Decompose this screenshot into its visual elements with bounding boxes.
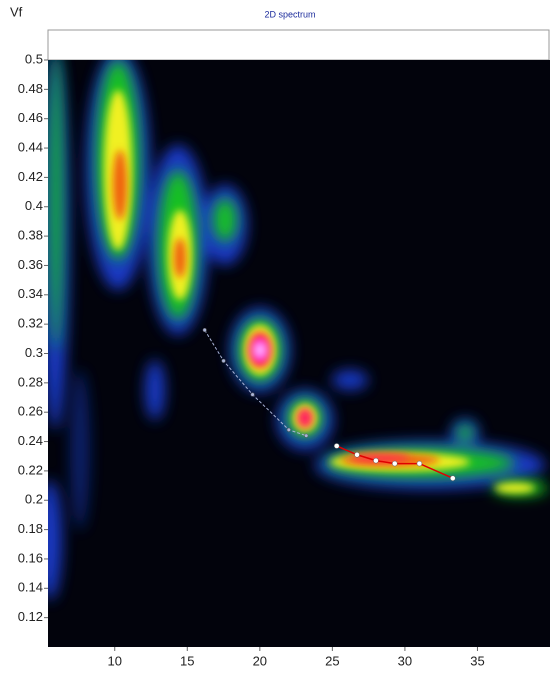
chart-title: 2D spectrum [264, 9, 315, 19]
pick-point [250, 392, 255, 397]
y-axis-label: Vf [10, 4, 23, 19]
y-tick-label: 0.2 [25, 492, 43, 507]
pick-line [336, 445, 454, 479]
pick-point [202, 327, 207, 333]
pick-point [373, 457, 379, 464]
y-tick-label: 0.5 [25, 51, 43, 66]
x-tick-label: 35 [470, 653, 484, 668]
pick-point [354, 452, 360, 458]
y-tick-label: 0.4 [25, 198, 43, 213]
y-tick-label: 0.14 [18, 580, 43, 595]
y-tick-label: 0.36 [18, 257, 43, 272]
pick-point [450, 475, 456, 481]
pick-point [221, 358, 226, 363]
y-tick-label: 0.18 [18, 521, 43, 536]
y-tick-label: 0.28 [18, 374, 43, 389]
x-tick-label: 25 [325, 653, 339, 668]
pick-point [286, 427, 291, 432]
x-tick-label: 20 [253, 653, 267, 668]
y-tick-label: 0.12 [18, 609, 43, 624]
y-tick-label: 0.16 [18, 550, 43, 565]
y-tick-label: 0.24 [18, 433, 43, 448]
y-tick-label: 0.42 [18, 169, 43, 184]
pick-point [304, 433, 309, 438]
y-tick-label: 0.34 [18, 286, 43, 301]
y-tick-label: 0.48 [18, 81, 43, 96]
x-tick-label: 10 [108, 653, 122, 668]
y-tick-label: 0.3 [25, 345, 43, 360]
y-tick-label: 0.26 [18, 404, 43, 419]
y-tick-label: 0.38 [18, 228, 43, 243]
x-tick-label: 30 [398, 653, 412, 668]
y-tick-label: 0.46 [18, 110, 43, 125]
plot-header [47, 29, 550, 61]
y-tick-label: 0.44 [18, 139, 43, 154]
x-tick-label: 15 [180, 653, 194, 668]
pick-point [416, 460, 423, 467]
pick-point [392, 460, 398, 467]
heatmap [48, 60, 550, 647]
y-tick-label: 0.22 [18, 462, 43, 477]
y-tick-label: 0.32 [18, 316, 43, 331]
pick-point [333, 443, 340, 449]
